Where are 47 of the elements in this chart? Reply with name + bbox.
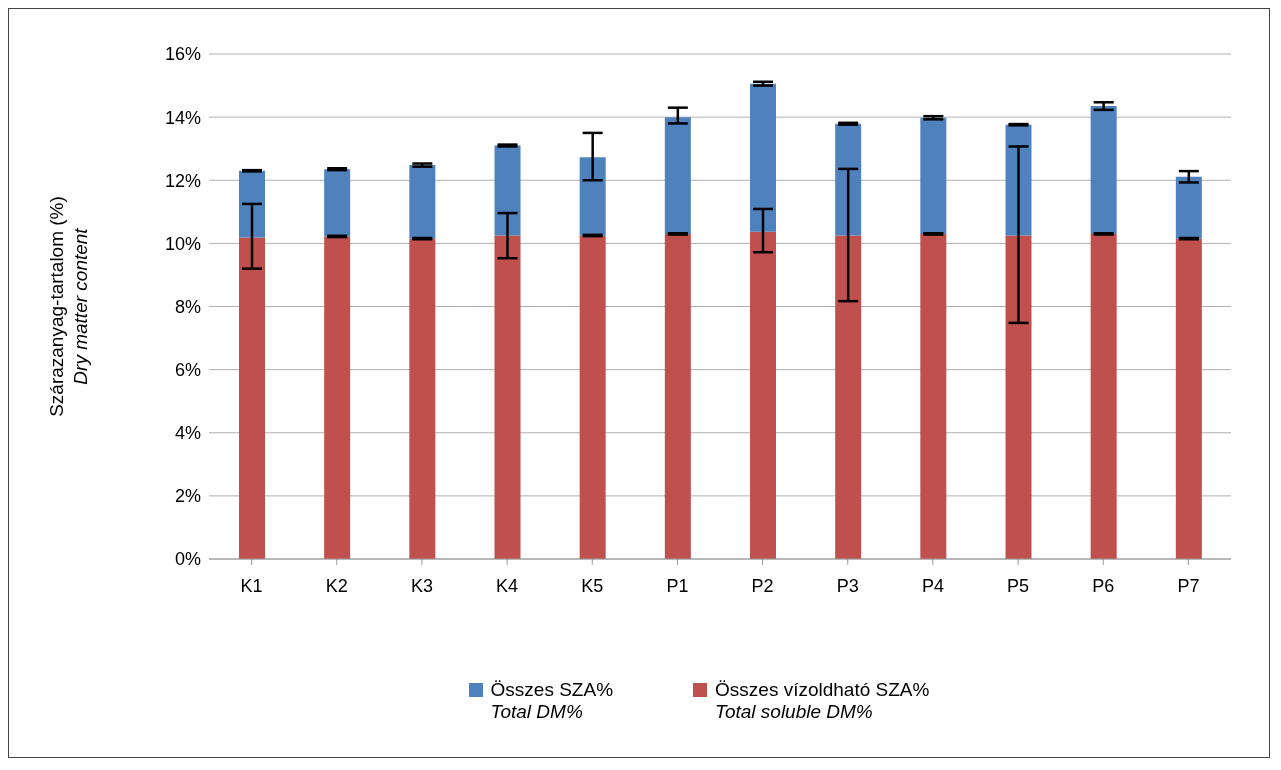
y-tick-label: 12%: [164, 170, 201, 191]
bar: [409, 165, 436, 239]
bar: [1175, 238, 1202, 559]
bar: [494, 235, 521, 559]
y-tick-label: 2%: [174, 486, 201, 507]
bar: [579, 157, 606, 236]
y-tick-label: 4%: [174, 423, 201, 444]
x-tick-label: P1: [666, 575, 689, 596]
x-tick-label: K5: [581, 575, 604, 596]
y-tick-label: 16%: [164, 44, 201, 65]
bar: [324, 169, 351, 237]
bar: [494, 145, 521, 236]
bar: [835, 123, 862, 236]
x-tick-label: P6: [1092, 575, 1115, 596]
y-tick-label: 10%: [164, 233, 201, 254]
x-tick-label: K1: [240, 575, 263, 596]
y-axis-title: Szárazanyag-tartalom (%) Dry matter content: [46, 196, 91, 417]
bar: [835, 235, 862, 559]
bar: [239, 237, 265, 559]
bar: [750, 83, 776, 232]
y-tick-label: 14%: [164, 107, 201, 128]
x-tick-label: P3: [836, 575, 859, 596]
bar: [1090, 106, 1117, 234]
bar: [324, 236, 351, 559]
bar: [750, 231, 776, 559]
x-tick-label: K3: [410, 575, 433, 596]
bar: [664, 117, 691, 234]
bar: [664, 233, 691, 559]
x-tick-label: P7: [1177, 575, 1200, 596]
legend-label: Összes vízoldható SZA% Total soluble DM%: [715, 679, 930, 723]
bar: [1005, 235, 1032, 559]
bar: [920, 117, 947, 234]
x-tick-label: P4: [921, 575, 944, 596]
y-tick-label: 8%: [174, 296, 201, 317]
bar: [1175, 176, 1202, 239]
legend-label: Összes SZA% Total DM%: [490, 679, 614, 723]
x-tick-label: P5: [1007, 575, 1030, 596]
y-tick-label: 6%: [174, 360, 201, 381]
bar: [1090, 233, 1117, 559]
x-tick-label: P2: [751, 575, 774, 596]
bar: [239, 170, 265, 238]
y-tick-label: 0%: [174, 549, 201, 570]
x-tick-label: K2: [325, 575, 348, 596]
bar: [579, 235, 606, 559]
bar: [409, 238, 436, 559]
bar: [920, 233, 947, 559]
x-tick-label: K4: [496, 575, 519, 596]
